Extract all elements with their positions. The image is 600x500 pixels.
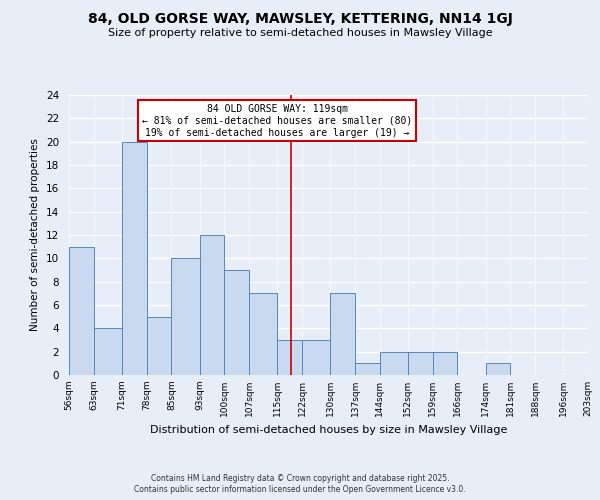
Bar	[69, 246, 94, 375]
Bar	[302, 340, 330, 375]
Bar	[380, 352, 408, 375]
Bar	[94, 328, 122, 375]
Text: Contains HM Land Registry data © Crown copyright and database right 2025.: Contains HM Land Registry data © Crown c…	[151, 474, 449, 483]
Y-axis label: Number of semi-detached properties: Number of semi-detached properties	[31, 138, 40, 332]
Bar	[146, 316, 172, 375]
Text: Size of property relative to semi-detached houses in Mawsley Village: Size of property relative to semi-detach…	[107, 28, 493, 38]
Bar	[330, 294, 355, 375]
Text: 84, OLD GORSE WAY, MAWSLEY, KETTERING, NN14 1GJ: 84, OLD GORSE WAY, MAWSLEY, KETTERING, N…	[88, 12, 512, 26]
Bar	[249, 294, 277, 375]
Bar	[408, 352, 433, 375]
X-axis label: Distribution of semi-detached houses by size in Mawsley Village: Distribution of semi-detached houses by …	[150, 424, 507, 434]
Bar	[172, 258, 200, 375]
Text: 84 OLD GORSE WAY: 119sqm
← 81% of semi-detached houses are smaller (80)
19% of s: 84 OLD GORSE WAY: 119sqm ← 81% of semi-d…	[142, 104, 412, 138]
Bar	[224, 270, 249, 375]
Bar	[277, 340, 302, 375]
Bar	[122, 142, 146, 375]
Text: Contains public sector information licensed under the Open Government Licence v3: Contains public sector information licen…	[134, 485, 466, 494]
Bar	[355, 364, 380, 375]
Bar	[485, 364, 511, 375]
Bar	[200, 235, 224, 375]
Bar	[433, 352, 457, 375]
